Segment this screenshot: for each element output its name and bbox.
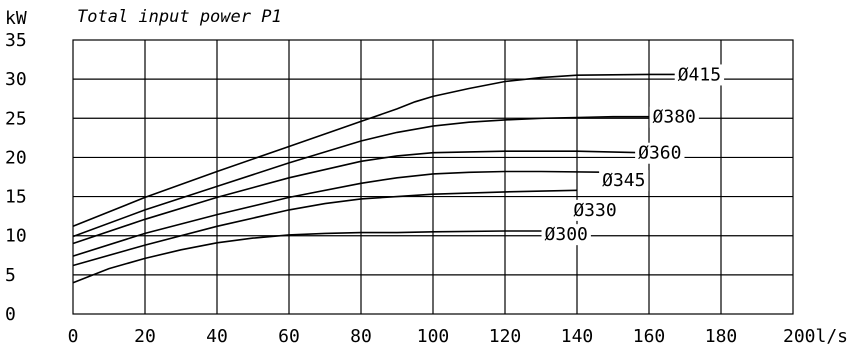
- series-label-bg: [674, 64, 725, 86]
- series-label-text: Ø415: [678, 64, 721, 85]
- series-label: Ø360: [635, 142, 685, 164]
- series-labels: Ø415 Ø380 Ø360 Ø345 Ø330 Ø300: [541, 64, 725, 246]
- x-tick-label: 80: [350, 326, 372, 347]
- series-label: Ø345: [599, 170, 649, 192]
- series-label-text: Ø380: [653, 107, 696, 128]
- series-curves: [72, 73, 678, 284]
- x-tick-label: 0: [68, 326, 79, 347]
- series-label: Ø415: [674, 64, 725, 86]
- y-tick-label: 20: [5, 147, 27, 168]
- series-label-bg: [541, 224, 591, 246]
- series-line: [72, 170, 614, 257]
- series-line: [72, 230, 549, 284]
- y-tick-label: 30: [5, 69, 27, 90]
- x-tick-label: 200l/s: [783, 326, 848, 347]
- x-tick-label: 40: [206, 326, 228, 347]
- x-tick-label: 20: [134, 326, 156, 347]
- y-unit-label: kW: [5, 8, 27, 29]
- x-tick-label: 160: [633, 326, 666, 347]
- y-tick-label: 0: [5, 304, 16, 325]
- grid: [72, 39, 794, 315]
- series-label: Ø330: [570, 199, 620, 221]
- series-label-text: Ø330: [573, 200, 616, 221]
- series-label: Ø380: [649, 106, 699, 128]
- y-tick-label: 25: [5, 108, 27, 129]
- y-tick-label: 35: [5, 30, 27, 51]
- series-label-bg: [649, 106, 699, 128]
- series-label-bg: [570, 199, 620, 221]
- x-tick-labels: 0 20 40 60 80 100 120 140 160 180 200l/s: [68, 326, 848, 347]
- series-label-text: Ø360: [638, 143, 681, 164]
- x-tick-label: 140: [561, 326, 594, 347]
- series-line: [72, 189, 578, 267]
- y-tick-label: 5: [5, 265, 16, 286]
- y-tick-labels: 0 5 10 15 20 25 30 35: [5, 30, 27, 325]
- series-label: Ø300: [541, 224, 591, 246]
- y-tick-label: 15: [5, 187, 27, 208]
- y-tick-label: 10: [5, 226, 27, 247]
- x-tick-label: 60: [278, 326, 300, 347]
- series-line: [72, 150, 642, 245]
- series-label-bg: [599, 170, 649, 192]
- series-label-bg: [635, 142, 685, 164]
- x-tick-label: 100: [417, 326, 450, 347]
- chart-title: Total input power P1: [77, 7, 282, 27]
- series-line: [72, 115, 657, 238]
- series-label-text: Ø300: [545, 224, 588, 245]
- series-label-text: Ø345: [602, 170, 645, 191]
- series-line: [72, 73, 678, 228]
- x-tick-label: 180: [705, 326, 738, 347]
- x-tick-label: 120: [489, 326, 522, 347]
